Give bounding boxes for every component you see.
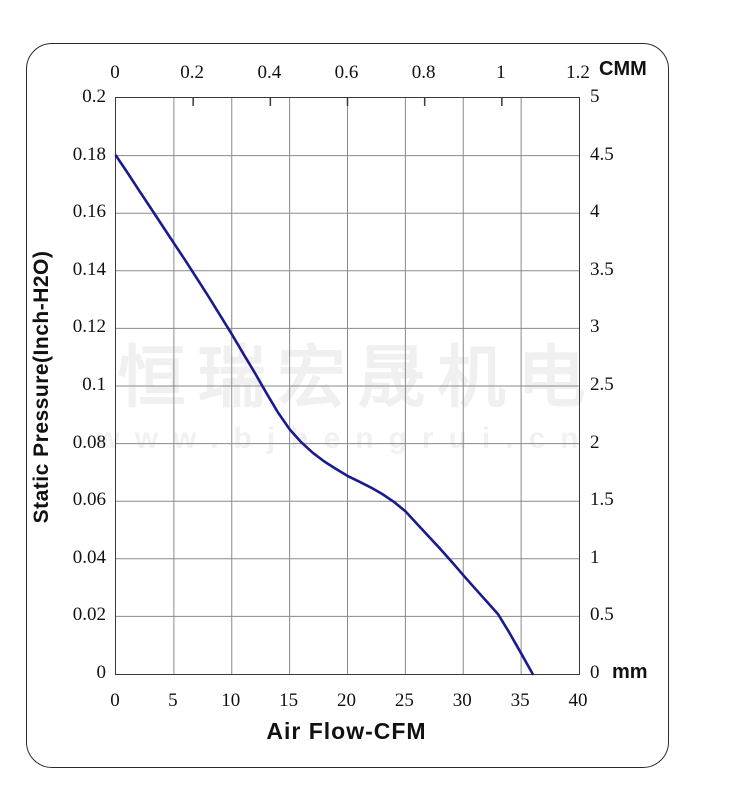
left-tick-label: 0.12 [72, 316, 106, 338]
pq-curve [114, 154, 535, 676]
gridlines [116, 98, 579, 674]
bottom-tick-label: 20 [337, 690, 356, 711]
y-axis-title: Static Pressure(Inch-H2O) [30, 250, 53, 524]
top-tick-label: 0 [110, 62, 120, 83]
left-tick-label: 0.1 [82, 374, 106, 395]
bottom-tick-label: 10 [221, 690, 241, 711]
left-tick-label: 0.08 [72, 431, 106, 453]
left-tick-label: 0.2 [82, 86, 106, 107]
right-tick-label: 3.5 [590, 258, 614, 280]
top-tick-label: 1.2 [566, 62, 590, 83]
watermark-company-name: 恒瑞宏晟机电 [117, 340, 598, 416]
right-tick-label: 2 [590, 431, 600, 453]
bottom-tick-label: 30 [452, 690, 472, 711]
bottom-tick-label: 15 [279, 690, 299, 711]
right-tick-label: 0.5 [590, 604, 614, 626]
watermark-website-url: www.bjhengrui.cn [96, 422, 594, 455]
top-axis-title: CMM [599, 58, 647, 80]
left-tick-label: 0.02 [72, 604, 106, 626]
top-tick-label: 0.8 [411, 62, 436, 83]
right-axis-title: mm [612, 661, 648, 683]
top-tick-label: 0.6 [334, 62, 359, 83]
left-tick-label: 0.06 [72, 489, 106, 511]
left-tick-label: 0.04 [72, 546, 106, 568]
pq-curve-line [114, 154, 535, 676]
top-tick-label: 0.2 [180, 62, 205, 83]
x-axis-title: Air Flow-CFM [266, 718, 427, 744]
right-tick-label: 1 [590, 546, 600, 568]
chart-frame [26, 43, 669, 768]
bottom-tick-label: 35 [510, 690, 530, 711]
right-tick-label: 4.5 [590, 143, 614, 165]
right-tick-label: 5 [590, 86, 600, 107]
right-tick-label: 0 [590, 662, 600, 683]
bottom-tick-label: 40 [568, 690, 588, 711]
bottom-tick-label: 5 [168, 690, 178, 711]
plot-area [114, 97, 580, 676]
right-tick-label: 2.5 [590, 374, 614, 395]
right-tick-label: 1.5 [590, 489, 614, 511]
right-tick-label: 3 [590, 316, 600, 338]
top-tick-label: 0.4 [257, 62, 282, 83]
bottom-tick-label: 25 [394, 690, 414, 711]
bottom-tick-label: 0 [110, 690, 120, 711]
left-tick-label: 0 [96, 662, 107, 683]
top-tick-label: 1 [496, 62, 506, 83]
left-tick-label: 0.18 [72, 143, 106, 165]
right-tick-label: 4 [590, 201, 600, 223]
left-tick-label: 0.16 [72, 201, 106, 223]
left-tick-label: 0.14 [72, 258, 106, 280]
